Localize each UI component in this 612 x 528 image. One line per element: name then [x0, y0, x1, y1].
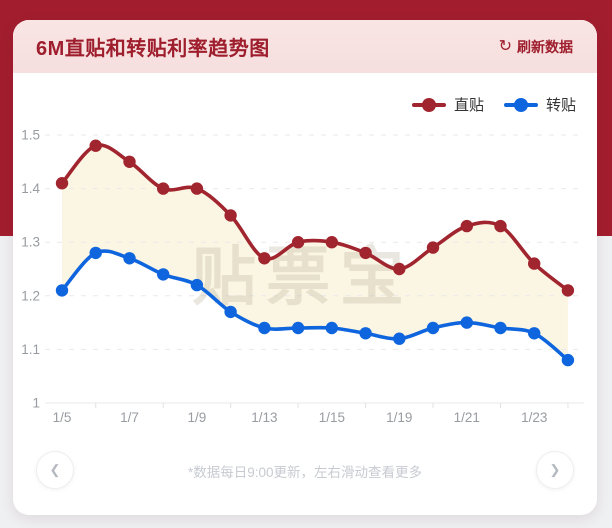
x-axis-label: 1/21 — [454, 410, 480, 425]
zhuantie-data-point[interactable] — [224, 305, 237, 319]
zhitie-data-point[interactable] — [123, 155, 136, 168]
zhuantie-data-point[interactable] — [291, 321, 305, 335]
y-axis-label: 1.3 — [21, 235, 40, 250]
zhitie-data-point[interactable] — [89, 139, 102, 152]
card-header: 6M直贴和转贴利率趋势图 ↻ 刷新数据 — [13, 20, 597, 73]
x-axis-label: 1/9 — [188, 410, 207, 425]
trend-chart: 贴票宝 1 1.1 1.2 1.3 1.4 1.5 1/5 1/7 1/9 1/13 1/15 1/19… — [21, 128, 584, 425]
legend-item-zhuantie[interactable]: 转贴 — [503, 94, 576, 115]
legend-label-zhitie: 直贴 — [453, 97, 484, 114]
refresh-button[interactable]: ↻ 刷新数据 — [499, 37, 573, 57]
zhitie-data-point[interactable] — [190, 182, 204, 195]
zhitie-data-point[interactable] — [291, 236, 305, 249]
zhitie-line — [60, 143, 570, 293]
zhuantie-data-point[interactable] — [55, 284, 69, 297]
x-axis-label: 1/5 — [53, 410, 72, 425]
page-title: 6M直贴和转贴利率趋势图 — [36, 38, 270, 60]
chart-legend: 直贴 转贴 — [411, 94, 576, 115]
zhuantie-data-point[interactable] — [426, 321, 440, 335]
zhitie-data-point[interactable] — [157, 182, 170, 195]
zhuantie-line — [60, 249, 570, 362]
y-axis-label: 1.5 — [21, 128, 40, 143]
zhitie-data-point[interactable] — [55, 177, 69, 190]
zhitie-data-point[interactable] — [426, 241, 440, 254]
refresh-label: 刷新数据 — [517, 38, 573, 55]
x-axis-label: 1/15 — [319, 410, 345, 425]
x-axis-label: 1/23 — [521, 410, 547, 425]
zhuantie-legend-marker-icon — [503, 97, 538, 112]
zhuantie-data-point[interactable] — [89, 246, 102, 260]
zhitie-data-point[interactable] — [325, 236, 338, 249]
zhitie-data-point[interactable] — [561, 284, 575, 297]
zhitie-data-point[interactable] — [494, 219, 507, 233]
y-axis-label: 1.4 — [21, 181, 40, 196]
zhuantie-data-point[interactable] — [528, 327, 541, 340]
legend-item-zhitie[interactable]: 直贴 — [411, 94, 484, 115]
zhitie-data-point[interactable] — [359, 246, 372, 260]
zhuantie-data-point[interactable] — [190, 278, 204, 292]
scroll-left-button[interactable]: ❮ — [36, 451, 74, 489]
zhitie-data-point[interactable] — [460, 219, 473, 233]
zhitie-data-point[interactable] — [224, 209, 237, 222]
refresh-icon: ↻ — [498, 37, 512, 55]
zhuantie-data-point[interactable] — [123, 252, 136, 265]
watermark: 贴票宝 — [192, 241, 414, 313]
zhuantie-data-point[interactable] — [157, 268, 170, 281]
zhitie-data-point[interactable] — [528, 257, 541, 270]
y-axis-label: 1 — [32, 396, 40, 411]
fill-between-area — [62, 145, 568, 361]
y-axis-label: 1.1 — [21, 342, 40, 357]
zhuantie-data-point[interactable] — [460, 316, 473, 329]
x-axis-label: 1/13 — [251, 410, 277, 425]
zhitie-data-point[interactable] — [393, 262, 406, 276]
zhitie-legend-marker-icon — [411, 97, 446, 112]
zhuantie-data-point[interactable] — [494, 321, 507, 335]
zhuantie-data-point[interactable] — [359, 327, 372, 340]
y-axis-label: 1.2 — [21, 288, 40, 303]
zhuantie-data-point[interactable] — [258, 321, 271, 335]
x-axis-label: 1/19 — [386, 410, 412, 425]
zhuantie-data-point[interactable] — [325, 321, 338, 335]
scroll-right-button[interactable]: ❯ — [536, 451, 574, 489]
update-note: *数据每日9:00更新，左右滑动查看更多 — [187, 465, 423, 480]
zhuantie-data-point[interactable] — [393, 332, 406, 345]
zhitie-data-point[interactable] — [258, 252, 271, 265]
zhuantie-data-point[interactable] — [561, 353, 575, 367]
chart-card: 6M直贴和转贴利率趋势图 ↻ 刷新数据 直贴 转贴 贴票宝 1 1.1 1.2 1.3 1… — [13, 20, 597, 515]
legend-label-zhuantie: 转贴 — [545, 97, 576, 114]
x-axis-label: 1/7 — [120, 410, 139, 425]
